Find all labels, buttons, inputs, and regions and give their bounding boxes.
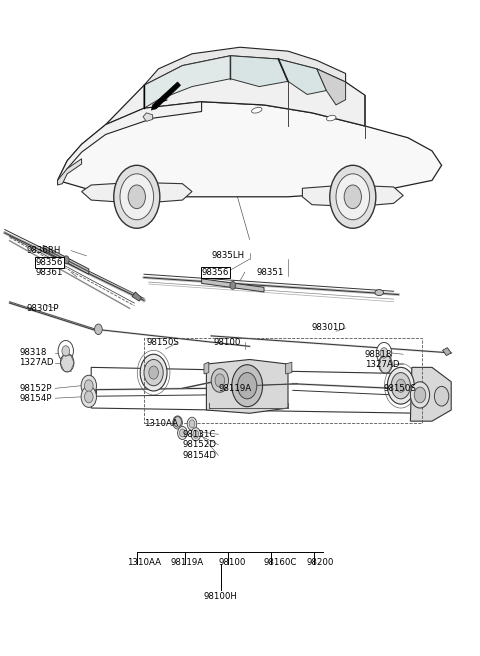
Circle shape — [191, 428, 201, 441]
Circle shape — [174, 417, 181, 427]
Circle shape — [414, 387, 426, 403]
Circle shape — [380, 348, 388, 358]
Circle shape — [391, 373, 410, 399]
Polygon shape — [286, 362, 292, 374]
Text: 98154P: 98154P — [19, 394, 52, 403]
Text: 98318: 98318 — [365, 350, 392, 359]
Polygon shape — [58, 102, 442, 197]
Circle shape — [144, 359, 163, 386]
Polygon shape — [278, 59, 326, 94]
Polygon shape — [143, 113, 153, 121]
Circle shape — [81, 386, 96, 407]
Polygon shape — [302, 185, 403, 207]
Polygon shape — [58, 159, 82, 185]
Text: 98361: 98361 — [36, 268, 63, 277]
Polygon shape — [106, 56, 365, 126]
Circle shape — [396, 379, 406, 392]
Polygon shape — [230, 56, 288, 87]
Circle shape — [84, 380, 93, 392]
Circle shape — [238, 373, 257, 399]
Circle shape — [60, 354, 74, 372]
Text: 98150S: 98150S — [146, 338, 179, 347]
Text: 98318: 98318 — [19, 348, 47, 358]
Polygon shape — [317, 69, 346, 105]
Circle shape — [336, 174, 370, 220]
Polygon shape — [204, 362, 209, 374]
Text: 98119A: 98119A — [170, 558, 204, 567]
Text: 9836RH: 9836RH — [26, 246, 61, 255]
Polygon shape — [132, 292, 142, 301]
Text: 98301P: 98301P — [26, 304, 59, 313]
Text: 98154D: 98154D — [182, 451, 216, 460]
Text: 9835LH: 9835LH — [211, 251, 244, 260]
Circle shape — [149, 366, 158, 379]
Text: 98301D: 98301D — [312, 323, 346, 333]
Circle shape — [379, 355, 392, 373]
Polygon shape — [144, 56, 230, 108]
Polygon shape — [202, 279, 264, 292]
Circle shape — [128, 185, 145, 209]
Text: 98100H: 98100H — [204, 592, 238, 602]
Circle shape — [187, 417, 197, 430]
Circle shape — [189, 420, 195, 428]
Circle shape — [180, 429, 185, 437]
Circle shape — [95, 324, 102, 335]
Circle shape — [215, 374, 225, 387]
Polygon shape — [443, 348, 451, 356]
Text: 98356: 98356 — [202, 268, 229, 277]
Polygon shape — [206, 359, 288, 413]
Circle shape — [120, 174, 154, 220]
Text: 98119A: 98119A — [218, 384, 252, 393]
Ellipse shape — [326, 115, 336, 121]
Text: 1310AA: 1310AA — [144, 419, 178, 428]
Circle shape — [434, 386, 449, 406]
Circle shape — [84, 391, 93, 403]
Circle shape — [193, 430, 199, 438]
Polygon shape — [82, 182, 192, 203]
Polygon shape — [153, 82, 180, 109]
Polygon shape — [410, 367, 451, 421]
Text: 98356: 98356 — [36, 258, 63, 267]
Polygon shape — [58, 102, 202, 185]
Circle shape — [178, 426, 187, 440]
Circle shape — [58, 340, 73, 361]
Polygon shape — [144, 47, 346, 85]
Text: 98200: 98200 — [306, 558, 334, 567]
Text: 1327AD: 1327AD — [19, 358, 54, 367]
Text: 98152D: 98152D — [182, 440, 216, 449]
Text: 1327AD: 1327AD — [365, 359, 399, 369]
Circle shape — [62, 346, 70, 356]
Circle shape — [344, 185, 361, 209]
Circle shape — [387, 367, 414, 404]
Circle shape — [81, 375, 96, 396]
Text: 98160C: 98160C — [263, 558, 297, 567]
Circle shape — [232, 365, 263, 407]
Polygon shape — [43, 245, 89, 274]
Text: 98152P: 98152P — [19, 384, 52, 393]
Circle shape — [330, 165, 376, 228]
Circle shape — [140, 354, 167, 391]
Text: 98131C: 98131C — [182, 430, 216, 439]
Circle shape — [114, 165, 160, 228]
Circle shape — [410, 382, 430, 408]
Text: 98351: 98351 — [257, 268, 284, 277]
Circle shape — [175, 419, 180, 426]
Polygon shape — [91, 367, 422, 413]
Circle shape — [63, 256, 69, 264]
Circle shape — [173, 416, 182, 429]
Text: 98150S: 98150S — [384, 384, 417, 393]
Ellipse shape — [252, 108, 262, 113]
Text: 98100: 98100 — [214, 338, 241, 347]
Circle shape — [211, 369, 228, 392]
Circle shape — [376, 342, 392, 363]
Text: 1310AA: 1310AA — [127, 558, 161, 567]
Text: 98100: 98100 — [218, 558, 246, 567]
Circle shape — [230, 281, 236, 289]
Polygon shape — [151, 105, 156, 110]
Ellipse shape — [375, 289, 384, 295]
